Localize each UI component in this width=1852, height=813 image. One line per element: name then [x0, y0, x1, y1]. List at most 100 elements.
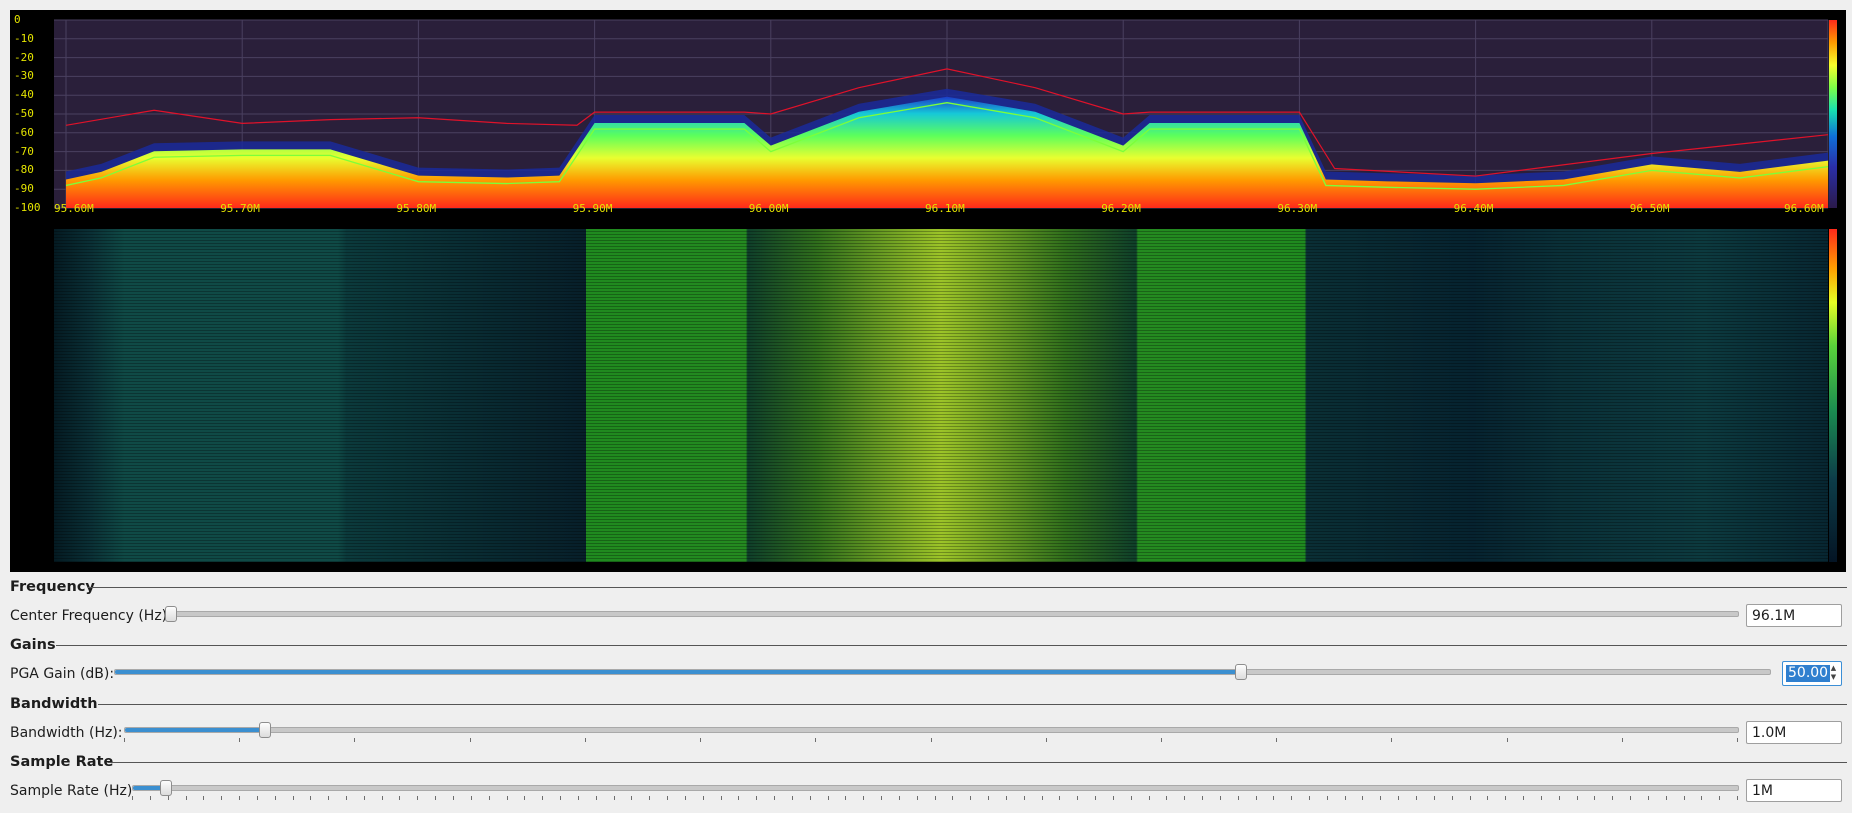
- slider-tick: [1380, 796, 1382, 800]
- slider-tick: [1023, 796, 1025, 800]
- y-tick-label: -90: [14, 182, 34, 196]
- bandwidth-slider-ticks: [124, 738, 1738, 744]
- slider-tick: [1630, 796, 1631, 800]
- slider-tick: [881, 796, 882, 800]
- slider-tick: [435, 796, 437, 800]
- slider-tick: [274, 796, 276, 800]
- slider-tick: [1160, 738, 1162, 742]
- slider-tick: [1576, 796, 1578, 800]
- slider-tick: [702, 796, 704, 800]
- waterfall-canvas: [54, 229, 1828, 562]
- center-frequency-slider-handle[interactable]: [165, 606, 177, 622]
- slider-tick: [791, 796, 793, 800]
- slider-tick: [1558, 796, 1560, 800]
- slider-tick: [595, 796, 597, 800]
- slider-tick: [930, 738, 932, 742]
- sample-rate-group: Sample Rate Sample Rate (Hz) 1M: [0, 753, 1852, 809]
- gains-group-title: Gains: [10, 636, 64, 654]
- x-tick-label: 95.70M: [220, 202, 260, 215]
- slider-tick: [631, 796, 633, 800]
- slider-tick: [952, 796, 954, 800]
- pga-gain-spinbox[interactable]: 50.00 ▲ ▼: [1782, 661, 1842, 686]
- slider-tick: [310, 796, 312, 800]
- slider-tick: [1112, 796, 1114, 800]
- y-tick-label: -10: [14, 31, 34, 45]
- slider-tick: [256, 796, 258, 800]
- x-tick-label: 95.90M: [572, 202, 613, 215]
- slider-tick: [239, 738, 241, 742]
- slider-tick: [149, 796, 151, 800]
- slider-tick: [1166, 796, 1168, 800]
- slider-tick: [1398, 796, 1400, 800]
- slider-tick: [1523, 796, 1524, 800]
- spinbox-arrows-icon[interactable]: ▲ ▼: [1830, 664, 1837, 681]
- y-tick-label: -50: [14, 107, 34, 120]
- slider-tick: [346, 796, 347, 800]
- slider-tick: [1683, 796, 1685, 800]
- slider-tick: [470, 796, 472, 800]
- frequency-group-title: Frequency: [10, 578, 103, 596]
- slider-tick: [560, 796, 561, 800]
- slider-tick: [1005, 796, 1007, 800]
- center-frequency-slider[interactable]: [165, 606, 1739, 622]
- waterfall-scanlines: [54, 229, 1828, 562]
- slider-tick: [1273, 796, 1275, 800]
- y-tick-label: 0: [14, 13, 21, 26]
- pga-gain-slider-handle[interactable]: [1235, 664, 1248, 680]
- x-tick-label: 96.10M: [925, 202, 965, 215]
- fft-canvas: [54, 19, 1829, 209]
- slider-tick: [1540, 796, 1542, 800]
- slider-tick: [363, 796, 365, 800]
- slider-tick: [934, 796, 936, 800]
- slider-tick: [524, 796, 526, 800]
- x-tick-label: 96.20M: [1101, 202, 1141, 215]
- slider-tick: [453, 796, 454, 800]
- bandwidth-slider[interactable]: [124, 722, 1739, 738]
- y-tick-label: -30: [14, 69, 34, 83]
- slider-tick: [1594, 796, 1596, 800]
- x-tick-label: 96.30M: [1277, 202, 1318, 215]
- y-tick-label: -100: [14, 201, 41, 214]
- sample-rate-slider[interactable]: [132, 780, 1739, 796]
- slider-tick: [469, 738, 471, 742]
- slider-tick: [1391, 738, 1393, 742]
- slider-tick: [1201, 796, 1203, 800]
- slider-tick: [649, 796, 651, 800]
- slider-tick: [239, 796, 240, 800]
- slider-tick: [1451, 796, 1453, 800]
- sample-rate-label: Sample Rate (Hz): [10, 783, 133, 799]
- waterfall-colorbar: [1829, 229, 1837, 562]
- slider-tick: [756, 796, 758, 800]
- slider-tick: [132, 796, 133, 800]
- slider-tick: [1469, 796, 1471, 800]
- slider-tick: [1737, 796, 1738, 800]
- spectrum-display: 0 -10 -20 -30 -40 -50 -60 -70 -80 -90 -100 95.60M 9…: [10, 10, 1846, 572]
- frequency-divider: [88, 587, 1847, 588]
- slider-tick: [1344, 796, 1346, 800]
- slider-tick: [1291, 796, 1293, 800]
- slider-tick: [1506, 738, 1508, 742]
- sample-rate-group-title: Sample Rate: [10, 753, 122, 771]
- y-tick-label: -70: [14, 144, 34, 158]
- slider-tick: [167, 796, 169, 800]
- fft-colorbar: [1829, 20, 1837, 208]
- slider-tick: [506, 796, 508, 800]
- sample-rate-slider-handle[interactable]: [160, 780, 173, 796]
- center-frequency-field[interactable]: 96.1M: [1746, 604, 1842, 627]
- sample-rate-slider-fill: [133, 786, 166, 790]
- bandwidth-group: Bandwidth Bandwidth (Hz): 1.0M: [0, 695, 1852, 744]
- slider-tick: [1309, 796, 1310, 800]
- pga-gain-value[interactable]: 50.00: [1786, 665, 1831, 682]
- slider-tick: [1701, 796, 1703, 800]
- waterfall-display: [10, 219, 1846, 572]
- y-tick-label: -80: [14, 163, 34, 177]
- fft-max-hold-trace: [65, 68, 1829, 177]
- sample-rate-field[interactable]: 1M: [1746, 779, 1842, 802]
- sample-rate-slider-ticks: [132, 796, 1738, 802]
- bandwidth-slider-handle[interactable]: [258, 722, 271, 738]
- slider-tick: [1647, 796, 1649, 800]
- bandwidth-field[interactable]: 1.0M: [1746, 721, 1842, 744]
- pga-gain-slider[interactable]: [114, 664, 1771, 680]
- fft-average-trace: [65, 102, 1829, 190]
- slider-tick: [916, 796, 918, 800]
